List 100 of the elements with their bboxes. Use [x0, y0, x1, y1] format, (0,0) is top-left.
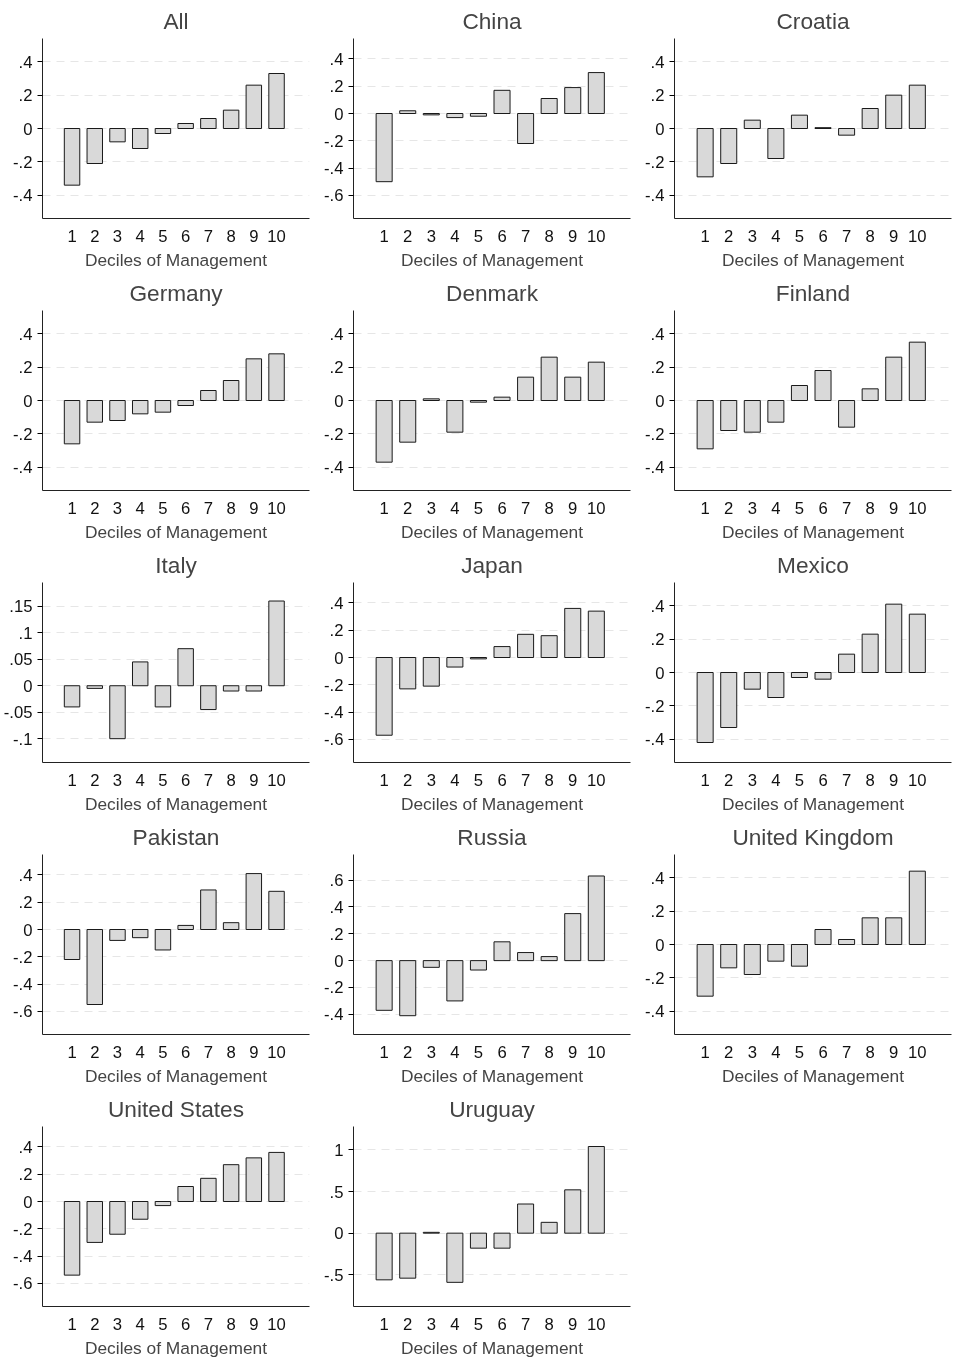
y-tick-label: -.1: [13, 729, 33, 749]
x-tick-label: 7: [841, 770, 852, 790]
chart-title: Croatia: [776, 7, 850, 34]
x-tick-label: 9: [249, 226, 259, 246]
y-tick-label: -.4: [13, 1247, 33, 1267]
x-tick-label: 7: [520, 1042, 531, 1062]
x-tick-label: 7: [520, 1314, 531, 1334]
x-tick-label: 7: [841, 1042, 852, 1062]
chart-title: Finland: [775, 279, 851, 306]
x-axis-title: Deciles of Management: [400, 249, 584, 270]
x-tick-label: 1: [67, 1314, 77, 1334]
x-tick-label: 3: [112, 770, 123, 790]
y-tick-label: .4: [18, 52, 33, 72]
x-tick-label: 10: [587, 1042, 606, 1062]
y-tick-label: .4: [650, 324, 665, 344]
y-tick-label: -.2: [13, 1219, 33, 1239]
x-tick-label: 2: [724, 1042, 734, 1062]
x-tick-label: 6: [497, 1042, 507, 1062]
chart-title: Pakistan: [132, 823, 220, 850]
x-tick-label: 10: [908, 1042, 927, 1062]
x-tick-label: 1: [379, 498, 389, 518]
x-tick-label: 10: [908, 498, 927, 518]
x-tick-label: 2: [90, 226, 100, 246]
x-tick-label: 6: [181, 226, 191, 246]
x-tick-label: 7: [203, 1314, 214, 1334]
x-tick-label: 5: [158, 1314, 168, 1334]
chart-title: Japan: [461, 551, 523, 578]
x-tick-label: 6: [818, 226, 828, 246]
x-axis-title: Deciles of Management: [400, 793, 584, 814]
x-tick-label: 9: [568, 498, 578, 518]
y-tick-label: .4: [329, 324, 344, 344]
x-tick-label: 4: [135, 1314, 145, 1334]
x-tick-label: 2: [403, 498, 413, 518]
x-tick-label: 8: [226, 498, 236, 518]
x-tick-label: 2: [90, 1314, 100, 1334]
x-tick-label: 3: [426, 770, 436, 790]
x-tick-label: 5: [158, 498, 168, 518]
x-tick-label: 2: [724, 770, 734, 790]
x-tick-label: 3: [426, 1042, 436, 1062]
x-tick-label: 3: [426, 498, 436, 518]
x-tick-label: 2: [90, 770, 100, 790]
y-tick-label: 0: [23, 920, 33, 940]
x-tick-label: 9: [568, 770, 578, 790]
x-tick-label: 2: [403, 1314, 413, 1334]
chart-title: United Kingdom: [732, 823, 894, 850]
x-tick-label: 1: [379, 1314, 389, 1334]
x-tick-label: 8: [226, 770, 236, 790]
x-tick-label: 8: [544, 498, 554, 518]
x-tick-label: 7: [520, 498, 531, 518]
y-tick-label: -.2: [324, 424, 344, 444]
x-tick-label: 9: [249, 498, 259, 518]
y-tick-label: .2: [18, 86, 33, 106]
x-tick-label: 6: [181, 1314, 191, 1334]
y-tick-label: -.2: [324, 978, 344, 998]
x-tick-label: 8: [544, 226, 554, 246]
x-axis-title: Deciles of Management: [721, 521, 905, 542]
y-tick-label: 0: [23, 119, 33, 139]
x-tick-label: 1: [700, 498, 710, 518]
y-tick-label: -.2: [13, 947, 33, 967]
y-tick-label: .2: [650, 86, 665, 106]
x-tick-label: 8: [226, 1042, 236, 1062]
y-tick-label: .4: [650, 52, 665, 72]
x-tick-label: 10: [267, 1042, 286, 1062]
x-tick-label: 6: [818, 1042, 828, 1062]
x-tick-label: 6: [818, 498, 828, 518]
chart-title: United States: [107, 1095, 245, 1122]
y-tick-label: -.2: [645, 696, 665, 716]
y-tick-label: 0: [655, 935, 665, 955]
x-tick-label: 3: [112, 1314, 123, 1334]
x-tick-label: 6: [497, 1314, 507, 1334]
x-tick-label: 8: [544, 1042, 554, 1062]
x-tick-label: 7: [520, 226, 531, 246]
x-tick-label: 3: [747, 770, 757, 790]
x-tick-label: 5: [794, 770, 805, 790]
y-tick-label: 0: [23, 1192, 33, 1212]
y-tick-label: -.6: [324, 186, 344, 206]
x-axis-title: Deciles of Management: [84, 1065, 268, 1086]
y-tick-label: .4: [329, 897, 344, 917]
y-tick-label: .2: [329, 77, 344, 97]
x-tick-label: 9: [889, 226, 899, 246]
y-tick-label: 0: [334, 1224, 344, 1244]
y-tick-label: .4: [18, 865, 33, 885]
x-axis-title: Deciles of Management: [721, 793, 905, 814]
x-axis-title: Deciles of Management: [400, 1065, 584, 1086]
x-tick-label: 9: [568, 1042, 578, 1062]
x-axis-title: Deciles of Management: [84, 793, 268, 814]
x-tick-label: 8: [865, 1042, 875, 1062]
y-tick-label: .2: [650, 630, 665, 650]
x-tick-label: 3: [747, 1042, 757, 1062]
y-tick-label: 0: [334, 104, 344, 124]
y-tick-label: -.4: [13, 975, 33, 995]
x-axis-title: Deciles of Management: [721, 249, 905, 270]
x-tick-label: 2: [90, 498, 100, 518]
y-tick-label: 0: [23, 676, 33, 696]
x-tick-label: 5: [473, 1314, 484, 1334]
chart-title: Italy: [155, 551, 198, 578]
x-tick-label: 5: [473, 770, 484, 790]
x-tick-label: 10: [908, 226, 927, 246]
x-tick-label: 2: [403, 1042, 413, 1062]
x-tick-label: 2: [90, 1042, 100, 1062]
